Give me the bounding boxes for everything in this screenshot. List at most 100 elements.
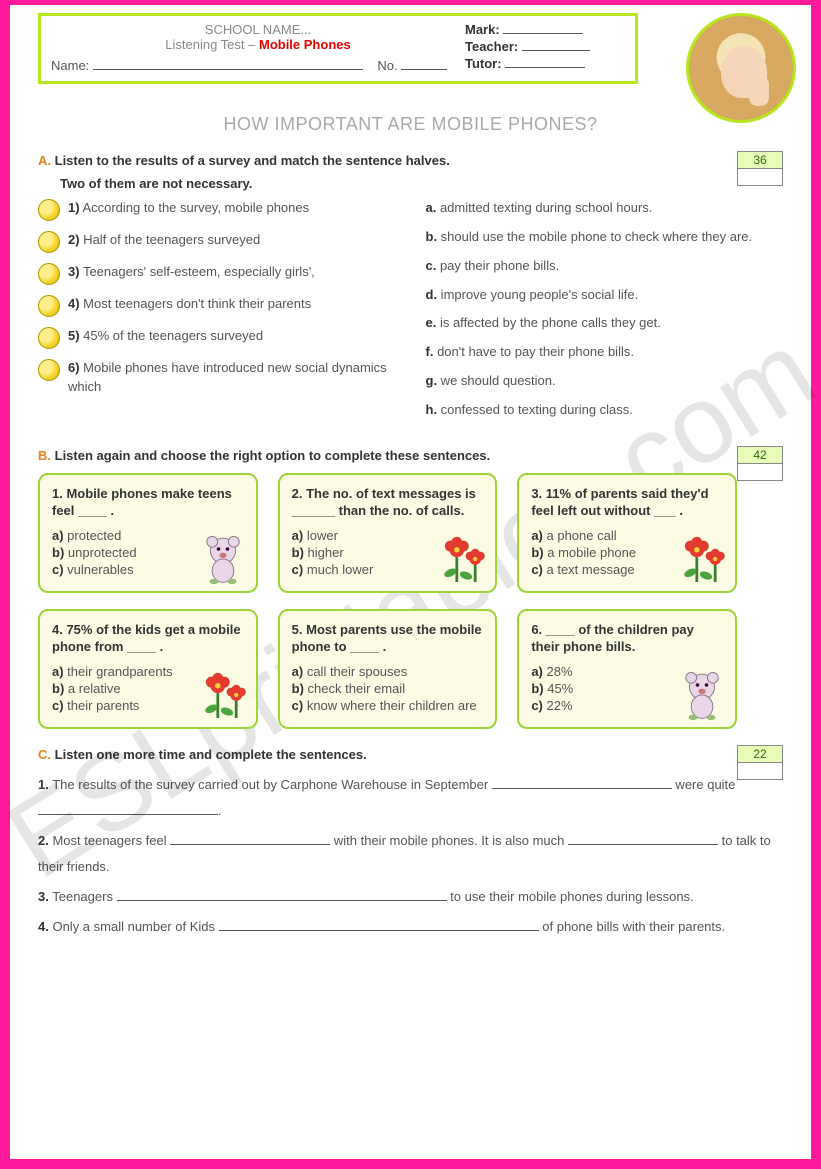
school-name: SCHOOL NAME... bbox=[51, 22, 465, 37]
score-c-blank[interactable] bbox=[738, 763, 782, 779]
match-right-item[interactable]: b. should use the mobile phone to check … bbox=[426, 228, 784, 247]
bullet-icon bbox=[38, 199, 60, 221]
fill-blank[interactable] bbox=[219, 919, 539, 931]
match-right-text: a. admitted texting during school hours. bbox=[426, 200, 653, 215]
fill-sentence: 1. The results of the survey carried out… bbox=[38, 772, 783, 824]
score-c-value: 22 bbox=[738, 746, 782, 763]
sentence-number: 1. bbox=[38, 777, 49, 792]
name-label: Name: bbox=[51, 58, 89, 73]
score-a-blank[interactable] bbox=[738, 169, 782, 185]
fill-sentence: 4. Only a small number of Kids of phone … bbox=[38, 914, 783, 940]
match-right-item[interactable]: c. pay their phone bills. bbox=[426, 257, 784, 276]
section-b-heading: B. Listen again and choose the right opt… bbox=[38, 448, 783, 463]
match-left-text: 2) Half of the teenagers surveyed bbox=[68, 231, 260, 250]
no-label: No. bbox=[377, 58, 397, 73]
tutor-label: Tutor: bbox=[465, 56, 502, 71]
card-deco bbox=[675, 667, 729, 721]
sentence-text: Only a small number of Kids bbox=[52, 919, 218, 934]
match-left-text: 1) According to the survey, mobile phone… bbox=[68, 199, 309, 218]
sentence-text: of phone bills with their parents. bbox=[539, 919, 725, 934]
fill-blank[interactable] bbox=[492, 777, 672, 789]
section-c: 22 C. Listen one more time and complete … bbox=[38, 747, 783, 940]
match-right-item[interactable]: h. confessed to texting during class. bbox=[426, 401, 784, 420]
card-option[interactable]: c) know where their children are bbox=[292, 698, 484, 713]
card-option[interactable]: a) call their spouses bbox=[292, 664, 484, 679]
flower-icon bbox=[683, 531, 729, 587]
sentence-text: . bbox=[218, 803, 222, 818]
match-right-text: g. we should question. bbox=[426, 373, 556, 388]
sentence-text: The results of the survey carried out by… bbox=[52, 777, 492, 792]
teacher-row: Teacher: bbox=[465, 39, 625, 54]
score-b-blank[interactable] bbox=[738, 464, 782, 480]
match-left-item[interactable]: 4) Most teenagers don't think their pare… bbox=[38, 295, 396, 317]
match-left-text: 6) Mobile phones have introduced new soc… bbox=[68, 359, 396, 397]
question-card: 1. Mobile phones make teens feel ____ .a… bbox=[38, 473, 258, 593]
match-right-item[interactable]: a. admitted texting during school hours. bbox=[426, 199, 784, 218]
mark-blank[interactable] bbox=[503, 33, 583, 34]
worksheet-page: ESLprintables.com SCHOOL NAME... Listeni… bbox=[0, 0, 821, 1169]
mark-label: Mark: bbox=[465, 22, 500, 37]
cards-grid: 1. Mobile phones make teens feel ____ .a… bbox=[38, 473, 737, 729]
fill-blank[interactable] bbox=[117, 889, 447, 901]
match-left-item[interactable]: 1) According to the survey, mobile phone… bbox=[38, 199, 396, 221]
section-b: 42 B. Listen again and choose the right … bbox=[38, 448, 783, 729]
match-right-text: d. improve young people's social life. bbox=[426, 287, 639, 302]
match-right-item[interactable]: g. we should question. bbox=[426, 372, 784, 391]
card-deco bbox=[196, 531, 250, 585]
match-right-text: b. should use the mobile phone to check … bbox=[426, 229, 753, 244]
letter-a: A. bbox=[38, 153, 51, 168]
match-left-item[interactable]: 2) Half of the teenagers surveyed bbox=[38, 231, 396, 253]
fill-blank[interactable] bbox=[568, 833, 718, 845]
score-box-b: 42 bbox=[737, 446, 783, 481]
match-right-item[interactable]: e. is affected by the phone calls they g… bbox=[426, 314, 784, 333]
sentence-text: with their mobile phones. It is also muc… bbox=[330, 833, 568, 848]
teacher-blank[interactable] bbox=[522, 50, 590, 51]
sentence-text: to use their mobile phones during lesson… bbox=[447, 889, 694, 904]
sentence-text: Most teenagers feel bbox=[52, 833, 170, 848]
match-left-text: 4) Most teenagers don't think their pare… bbox=[68, 295, 311, 314]
match-left-item[interactable]: 3) Teenagers' self-esteem, especially gi… bbox=[38, 263, 396, 285]
tutor-row: Tutor: bbox=[465, 56, 625, 71]
sentences: 1. The results of the survey carried out… bbox=[38, 772, 783, 940]
match-left-item[interactable]: 5) 45% of the teenagers surveyed bbox=[38, 327, 396, 349]
sentence-number: 3. bbox=[38, 889, 49, 904]
bear-icon bbox=[675, 667, 729, 721]
section-c-heading: C. Listen one more time and complete the… bbox=[38, 747, 783, 762]
name-blank[interactable] bbox=[93, 69, 363, 70]
fill-sentence: 2. Most teenagers feel with their mobile… bbox=[38, 828, 783, 880]
bullet-icon bbox=[38, 359, 60, 381]
match-right-text: f. don't have to pay their phone bills. bbox=[426, 344, 634, 359]
match-right-item[interactable]: d. improve young people's social life. bbox=[426, 286, 784, 305]
tutor-blank[interactable] bbox=[505, 67, 585, 68]
card-deco bbox=[683, 531, 729, 587]
name-row: Name: No. bbox=[51, 58, 465, 73]
question-card: 6. ____ of the children pay their phone … bbox=[517, 609, 737, 729]
match-right-item[interactable]: f. don't have to pay their phone bills. bbox=[426, 343, 784, 362]
match-left-item[interactable]: 6) Mobile phones have introduced new soc… bbox=[38, 359, 396, 397]
match-right-text: e. is affected by the phone calls they g… bbox=[426, 315, 661, 330]
card-deco bbox=[204, 667, 250, 723]
question-card: 2. The no. of text messages is ______ th… bbox=[278, 473, 498, 593]
header-right: Mark: Teacher: Tutor: bbox=[465, 22, 625, 73]
card-question: 4. 75% of the kids get a mobile phone fr… bbox=[52, 621, 244, 656]
avatar-photo bbox=[686, 13, 796, 123]
sentence-text: were quite bbox=[672, 777, 736, 792]
fill-blank[interactable] bbox=[38, 803, 218, 815]
bear-icon bbox=[196, 531, 250, 585]
bullet-icon bbox=[38, 295, 60, 317]
card-option[interactable]: b) check their email bbox=[292, 681, 484, 696]
page-title: HOW IMPORTANT ARE MOBILE PHONES? bbox=[38, 114, 783, 135]
no-blank[interactable] bbox=[401, 69, 447, 70]
instruction-a1: Listen to the results of a survey and ma… bbox=[55, 153, 450, 168]
card-question: 6. ____ of the children pay their phone … bbox=[531, 621, 723, 656]
bullet-icon bbox=[38, 263, 60, 285]
fill-blank[interactable] bbox=[170, 833, 330, 845]
instruction-a2: Two of them are not necessary. bbox=[60, 176, 783, 191]
instruction-b: Listen again and choose the right option… bbox=[55, 448, 491, 463]
section-a-heading: A. Listen to the results of a survey and… bbox=[38, 153, 783, 168]
flower-icon bbox=[443, 531, 489, 587]
fill-sentence: 3. Teenagers to use their mobile phones … bbox=[38, 884, 783, 910]
instruction-c: Listen one more time and complete the se… bbox=[55, 747, 367, 762]
card-question: 2. The no. of text messages is ______ th… bbox=[292, 485, 484, 520]
card-deco bbox=[443, 531, 489, 587]
